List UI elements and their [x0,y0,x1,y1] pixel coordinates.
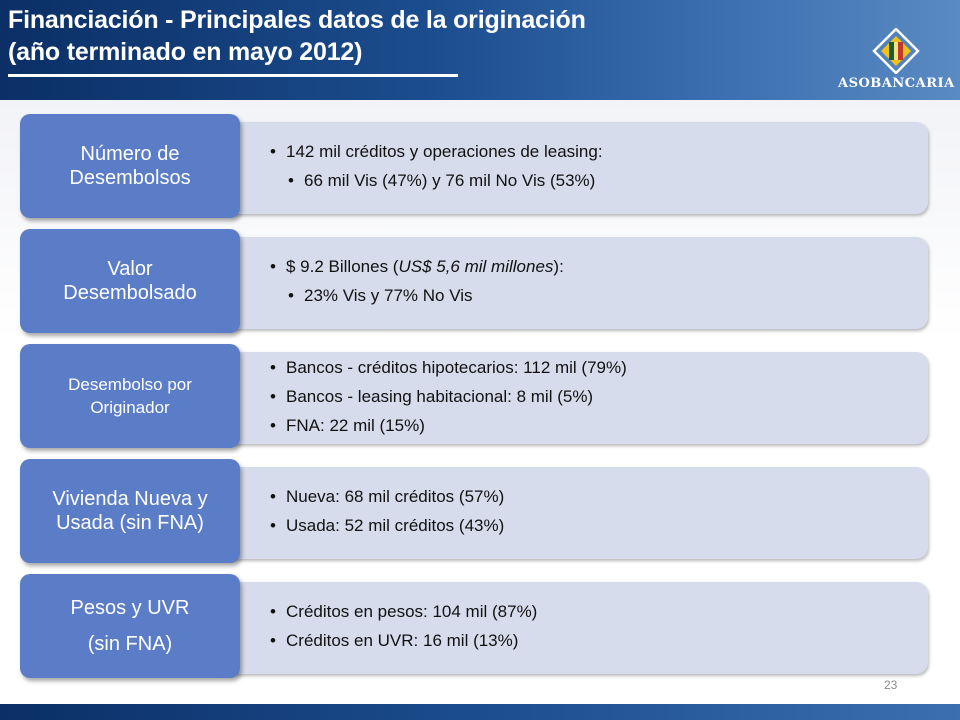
row-vivienda-nueva-usada: Vivienda Nueva y Usada (sin FNA) Nueva: … [20,459,930,567]
bullet-item: $ 9.2 Billones (US$ 5,6 mil millones): [270,252,564,281]
row-bullets: Bancos - créditos hipotecarios: 112 mil … [270,344,627,448]
sub-bullet-item: 23% Vis y 77% No Vis [288,281,564,310]
bullet-item: Usada: 52 mil créditos (43%) [270,511,504,540]
title-line-1: Financiación - Principales datos de la o… [8,6,586,34]
slide-header: Financiación - Principales datos de la o… [0,0,960,100]
row-desembolso-originador: Desembolso por Originador Bancos - crédi… [20,344,930,452]
row-label-line: Usada (sin FNA) [56,512,204,534]
bullet-item: Bancos - leasing habitacional: 8 mil (5%… [270,382,627,411]
bullet-item: FNA: 22 mil (15%) [270,411,627,440]
row-label-line: Desembolsos [69,167,191,189]
row-label: Pesos y UVR (sin FNA) [20,574,240,678]
bullet-italic: US$ 5,6 mil millones [398,257,554,276]
row-label: Número de Desembolsos [20,114,240,218]
row-label-line: Originador [90,398,170,417]
row-label: Valor Desembolsado [20,229,240,333]
row-pesos-uvr: Pesos y UVR (sin FNA) Créditos en pesos:… [20,574,930,682]
row-label-line: Número de [80,143,180,165]
asobancaria-logo: ASOBANCARIA [838,28,954,94]
row-bullets: 142 mil créditos y operaciones de leasin… [270,114,603,218]
row-bullets: Nueva: 68 mil créditos (57%) Usada: 52 m… [270,459,504,563]
bullet-item: Créditos en UVR: 16 mil (13%) [270,626,537,655]
row-label: Desembolso por Originador [20,344,240,448]
row-numero-desembolsos: Número de Desembolsos 142 mil créditos y… [20,114,930,222]
row-bullets: Créditos en pesos: 104 mil (87%) Crédito… [270,574,537,678]
bullet-prefix: $ 9.2 Billones ( [286,257,399,276]
row-label-line: Pesos y UVR [70,597,190,619]
row-label-line: (sin FNA) [87,633,173,655]
sub-bullet-item: 66 mil Vis (47%) y 76 mil No Vis (53%) [288,166,603,195]
bullet-item: Bancos - créditos hipotecarios: 112 mil … [270,353,627,382]
slide-title: Financiación - Principales datos de la o… [8,4,586,68]
row-valor-desembolsado: Valor Desembolsado $ 9.2 Billones (US$ 5… [20,229,930,337]
slide-footer-bar [0,704,960,720]
row-label: Vivienda Nueva y Usada (sin FNA) [20,459,240,563]
row-bullets: $ 9.2 Billones (US$ 5,6 mil millones): 2… [270,229,564,333]
bullet-item: 142 mil créditos y operaciones de leasin… [270,137,603,166]
bullet-item: Créditos en pesos: 104 mil (87%) [270,597,537,626]
bullet-suffix: ): [553,257,564,276]
logo-diamond-icon [872,28,920,74]
row-label-line: Valor [107,258,153,280]
title-line-2: (año terminado en mayo 2012) [8,38,363,66]
logo-text: ASOBANCARIA [838,76,955,91]
row-label-line: Desembolsado [63,282,197,304]
row-label-line: Vivienda Nueva y [52,488,208,510]
row-label-line: Desembolso por [68,375,192,394]
title-underline [8,74,458,77]
page-number: 23 [884,678,898,692]
bullet-item: Nueva: 68 mil créditos (57%) [270,482,504,511]
